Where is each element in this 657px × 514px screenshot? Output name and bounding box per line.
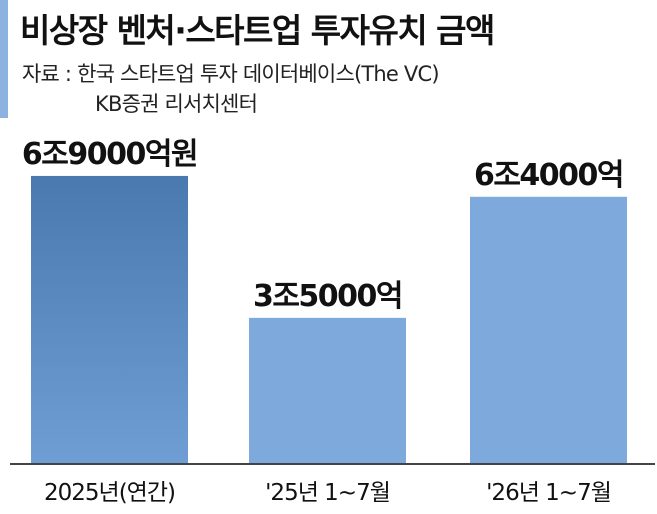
bar-1 xyxy=(31,175,188,465)
value-label-3: 6조4000억 xyxy=(474,158,623,193)
bar-3 xyxy=(470,196,627,465)
value-label-1: 6조9000억원 xyxy=(22,137,197,172)
source-line-1: 자료 : 한국 스타트업 투자 데이터베이스(The VC) xyxy=(22,62,440,86)
category-label-1: 2025년(연간) xyxy=(44,480,175,506)
chart-title: 비상장 벤처·스타트업 투자유치 금액 xyxy=(20,11,495,50)
bar-2 xyxy=(249,317,406,464)
category-label-3: '26년 1~7월 xyxy=(486,480,611,506)
accent-bar xyxy=(0,0,8,118)
value-label-2: 3조5000억 xyxy=(253,279,402,314)
category-label-2: '25년 1~7월 xyxy=(265,480,390,506)
source-line-2: KB증권 리서치센터 xyxy=(95,92,258,116)
